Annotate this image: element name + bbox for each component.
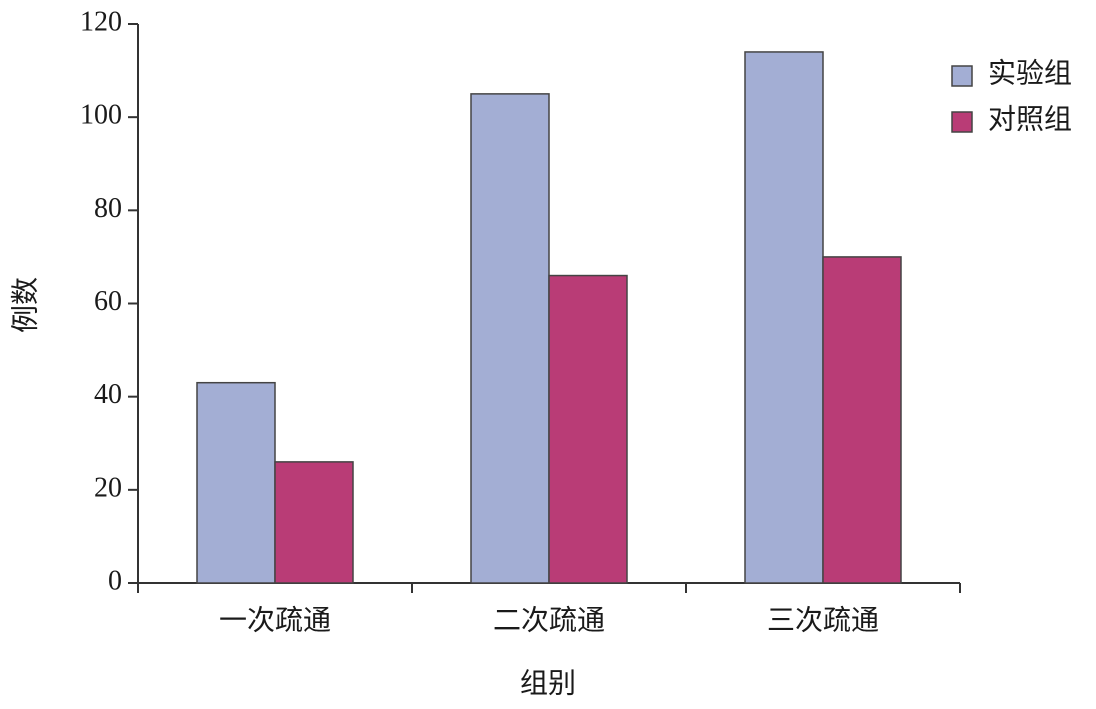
legend-swatch [951,111,973,133]
bar [822,256,902,584]
y-tick-label: 80 [94,193,122,224]
y-tick-label: 40 [94,379,122,410]
x-tick-label: 三次疏通 [767,604,879,636]
bar [274,461,354,584]
y-tick-label: 60 [94,286,122,317]
legend-label: 对照组 [988,103,1072,135]
x-tick-label: 一次疏通 [219,604,331,636]
legend-swatch [951,65,973,87]
legend-label: 实验组 [988,57,1072,89]
x-tick-label: 二次疏通 [493,604,605,636]
bar [548,274,628,584]
y-axis-label: 例数 [9,277,41,333]
y-tick-label: 120 [80,6,122,37]
bar [470,93,550,584]
y-tick-label: 0 [108,565,122,596]
bar [744,51,824,584]
y-tick-label: 20 [94,472,122,503]
bar [196,381,276,584]
y-tick-label: 100 [80,100,122,131]
x-axis-label: 组别 [520,667,576,699]
